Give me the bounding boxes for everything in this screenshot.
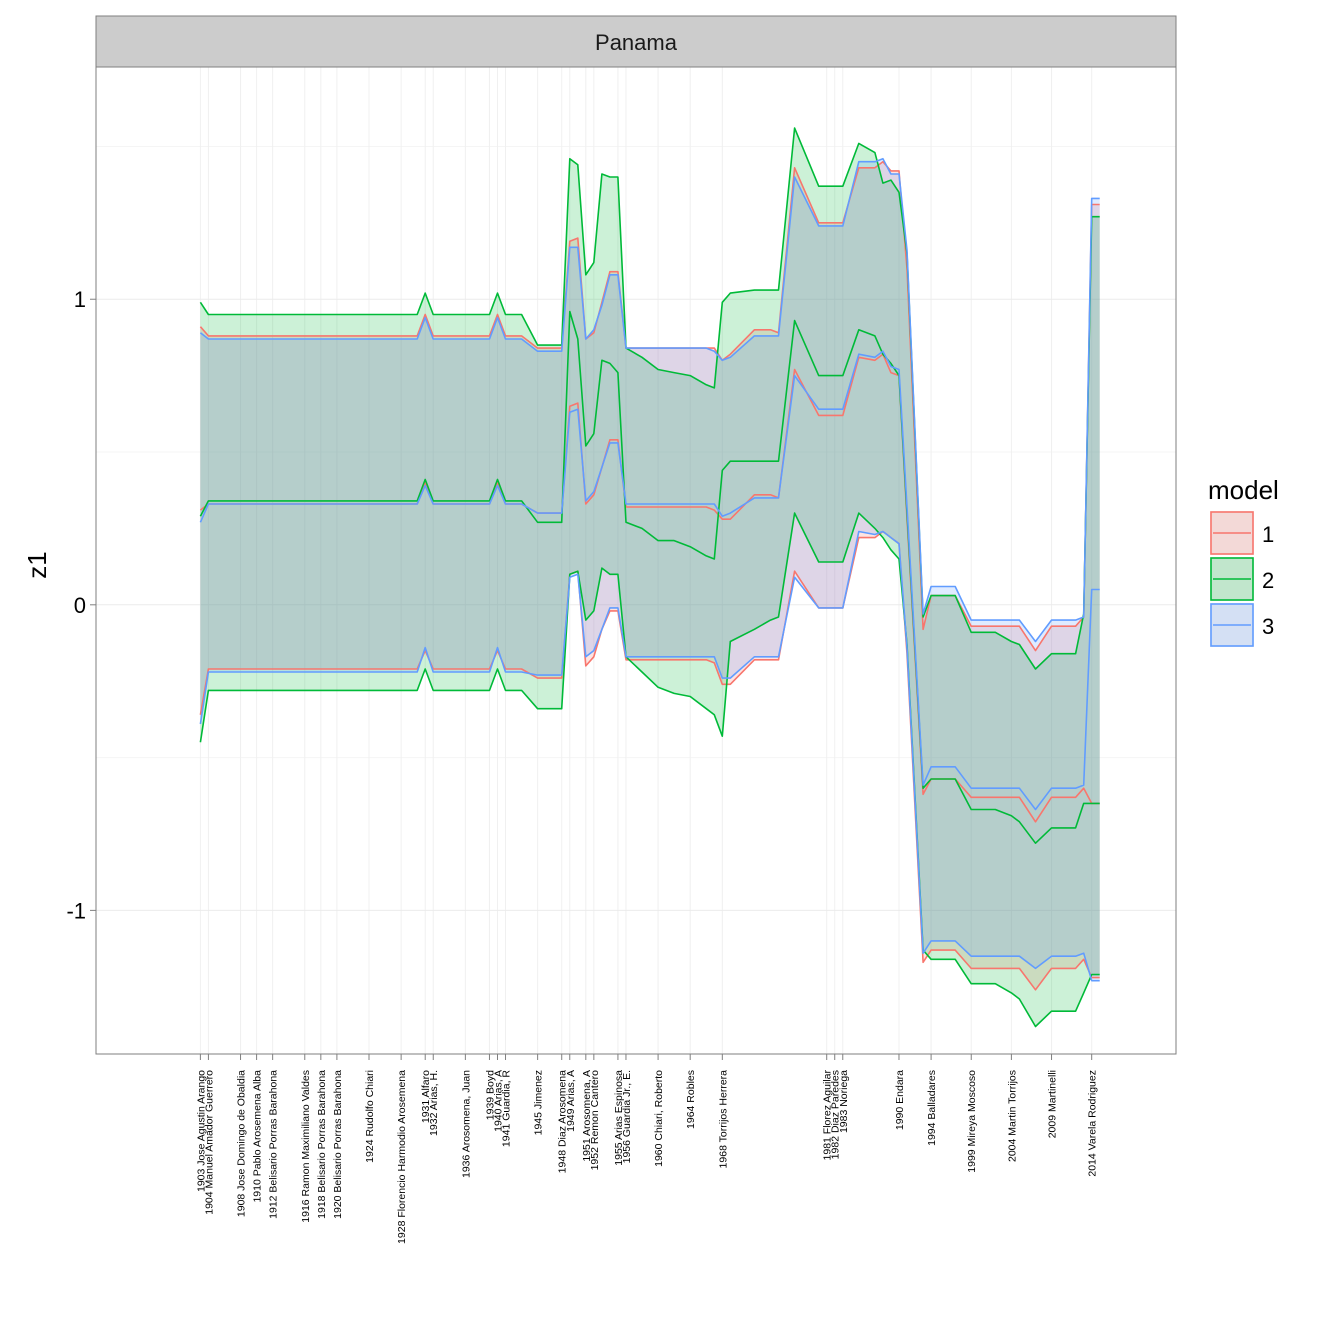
x-tick-label: 1949 Arias, A — [565, 1070, 577, 1132]
x-tick-label: 1948 Diaz Arosomena — [557, 1070, 569, 1173]
y-tick-label: -1 — [66, 898, 86, 923]
facet-strip-title: Panama — [595, 30, 678, 55]
ribbon-lines — [199, 127, 1100, 1028]
x-tick-label: 2014 Varela Rodriguez — [1087, 1070, 1099, 1177]
x-tick-label: 1912 Belisario Porras Barahona — [268, 1070, 280, 1219]
x-tick-label: 1983 Noriega — [838, 1070, 850, 1133]
ribbon-band-model-1 — [200, 161, 1100, 990]
x-tick-label: 1936 Arosomena, Juan — [460, 1070, 472, 1178]
x-tick-label: 1920 Belisario Porras Barahona — [332, 1070, 344, 1219]
ribbon-band-model-3 — [200, 158, 1100, 981]
series-line-model-3-upper — [199, 157, 1100, 643]
x-tick-label: 1904 Manuel Amador Guerrero — [203, 1070, 215, 1215]
x-tick-label: 1918 Belisario Porras Barahona — [316, 1070, 328, 1219]
legend-title: model — [1208, 475, 1279, 505]
x-tick-label: 1945 Jimenez — [533, 1070, 545, 1135]
y-tick-label: 0 — [74, 593, 86, 618]
x-tick-label: 1999 Mireya Moscoso — [966, 1070, 978, 1173]
x-tick-label: 1981 Florez Aguilar — [822, 1070, 834, 1161]
series-line-model-1-lower — [199, 530, 1100, 991]
x-tick-label: 1955 Arias Espinosa — [613, 1070, 625, 1166]
ribbon-bands — [200, 128, 1100, 1027]
x-tick-label: 1931 Alfaro — [420, 1070, 432, 1123]
x-tick-label: 1903 Jose Agustin Arango — [195, 1070, 207, 1192]
x-tick-label: 1990 Endara — [894, 1070, 906, 1130]
x-tick-label: 1951 Arosomena, A — [581, 1070, 593, 1162]
facet-strip — [95, 15, 1177, 68]
x-tick-label: 1910 Pablo Arosemena Alba — [252, 1070, 264, 1203]
x-tick-label: 1928 Florencio Harmodio Arosemena — [396, 1070, 408, 1244]
y-axis: -1 0 1 — [66, 287, 96, 923]
plot-panel-background — [96, 67, 1176, 1054]
x-tick-label: 1960 Chiari, Roberto — [653, 1070, 665, 1167]
legend-label-model-1: 1 — [1262, 522, 1274, 547]
x-tick-label: 1939 Boyd — [485, 1070, 497, 1120]
x-tick-label: 1982 Diaz Paredes — [830, 1070, 842, 1159]
series-line-model-3-lower — [199, 530, 1100, 982]
series-line-model-3-mean — [199, 350, 1100, 811]
x-tick-label: 1956 Guardia Jr., E. — [621, 1070, 633, 1163]
y-axis-title: z1 — [22, 551, 52, 578]
series-line-model-2-lower — [199, 512, 1100, 1028]
x-tick-label: 1908 Jose Domingo de Obaldia — [236, 1070, 248, 1217]
ribbon-band-model-2 — [200, 128, 1100, 1027]
x-tick-label: 1968 Torrijos Herrera — [717, 1070, 729, 1169]
x-tick-label: 1932 Arias, H. — [428, 1070, 440, 1136]
legend-label-model-2: 2 — [1262, 568, 1274, 593]
x-tick-label: 1994 Balladares — [926, 1070, 938, 1146]
y-tick-label: 1 — [74, 287, 86, 312]
x-tick-label: 2009 Martinelli — [1047, 1070, 1059, 1138]
x-tick-label: 1924 Rudolfo Chiari — [364, 1070, 376, 1163]
x-tick-label: 1964 Robles — [685, 1070, 697, 1129]
grid-major — [96, 67, 1176, 1054]
grid-minor — [96, 145, 1176, 759]
x-tick-label: 1941 Guardia, R — [501, 1070, 513, 1147]
legend-label-model-3: 3 — [1262, 614, 1274, 639]
series-line-model-2-upper — [199, 127, 1100, 670]
legend: model 1 2 3 — [1208, 475, 1279, 647]
x-tick-label: 1940 Arias, A — [493, 1070, 505, 1132]
x-tick-label: 1916 Ramon Maximiliano Valdes — [300, 1070, 312, 1223]
x-tick-label: 2004 Martin Torrijos — [1006, 1070, 1018, 1162]
x-tick-label: 1952 Remon Cantero — [589, 1070, 601, 1171]
series-line-model-2-mean — [199, 310, 1100, 844]
